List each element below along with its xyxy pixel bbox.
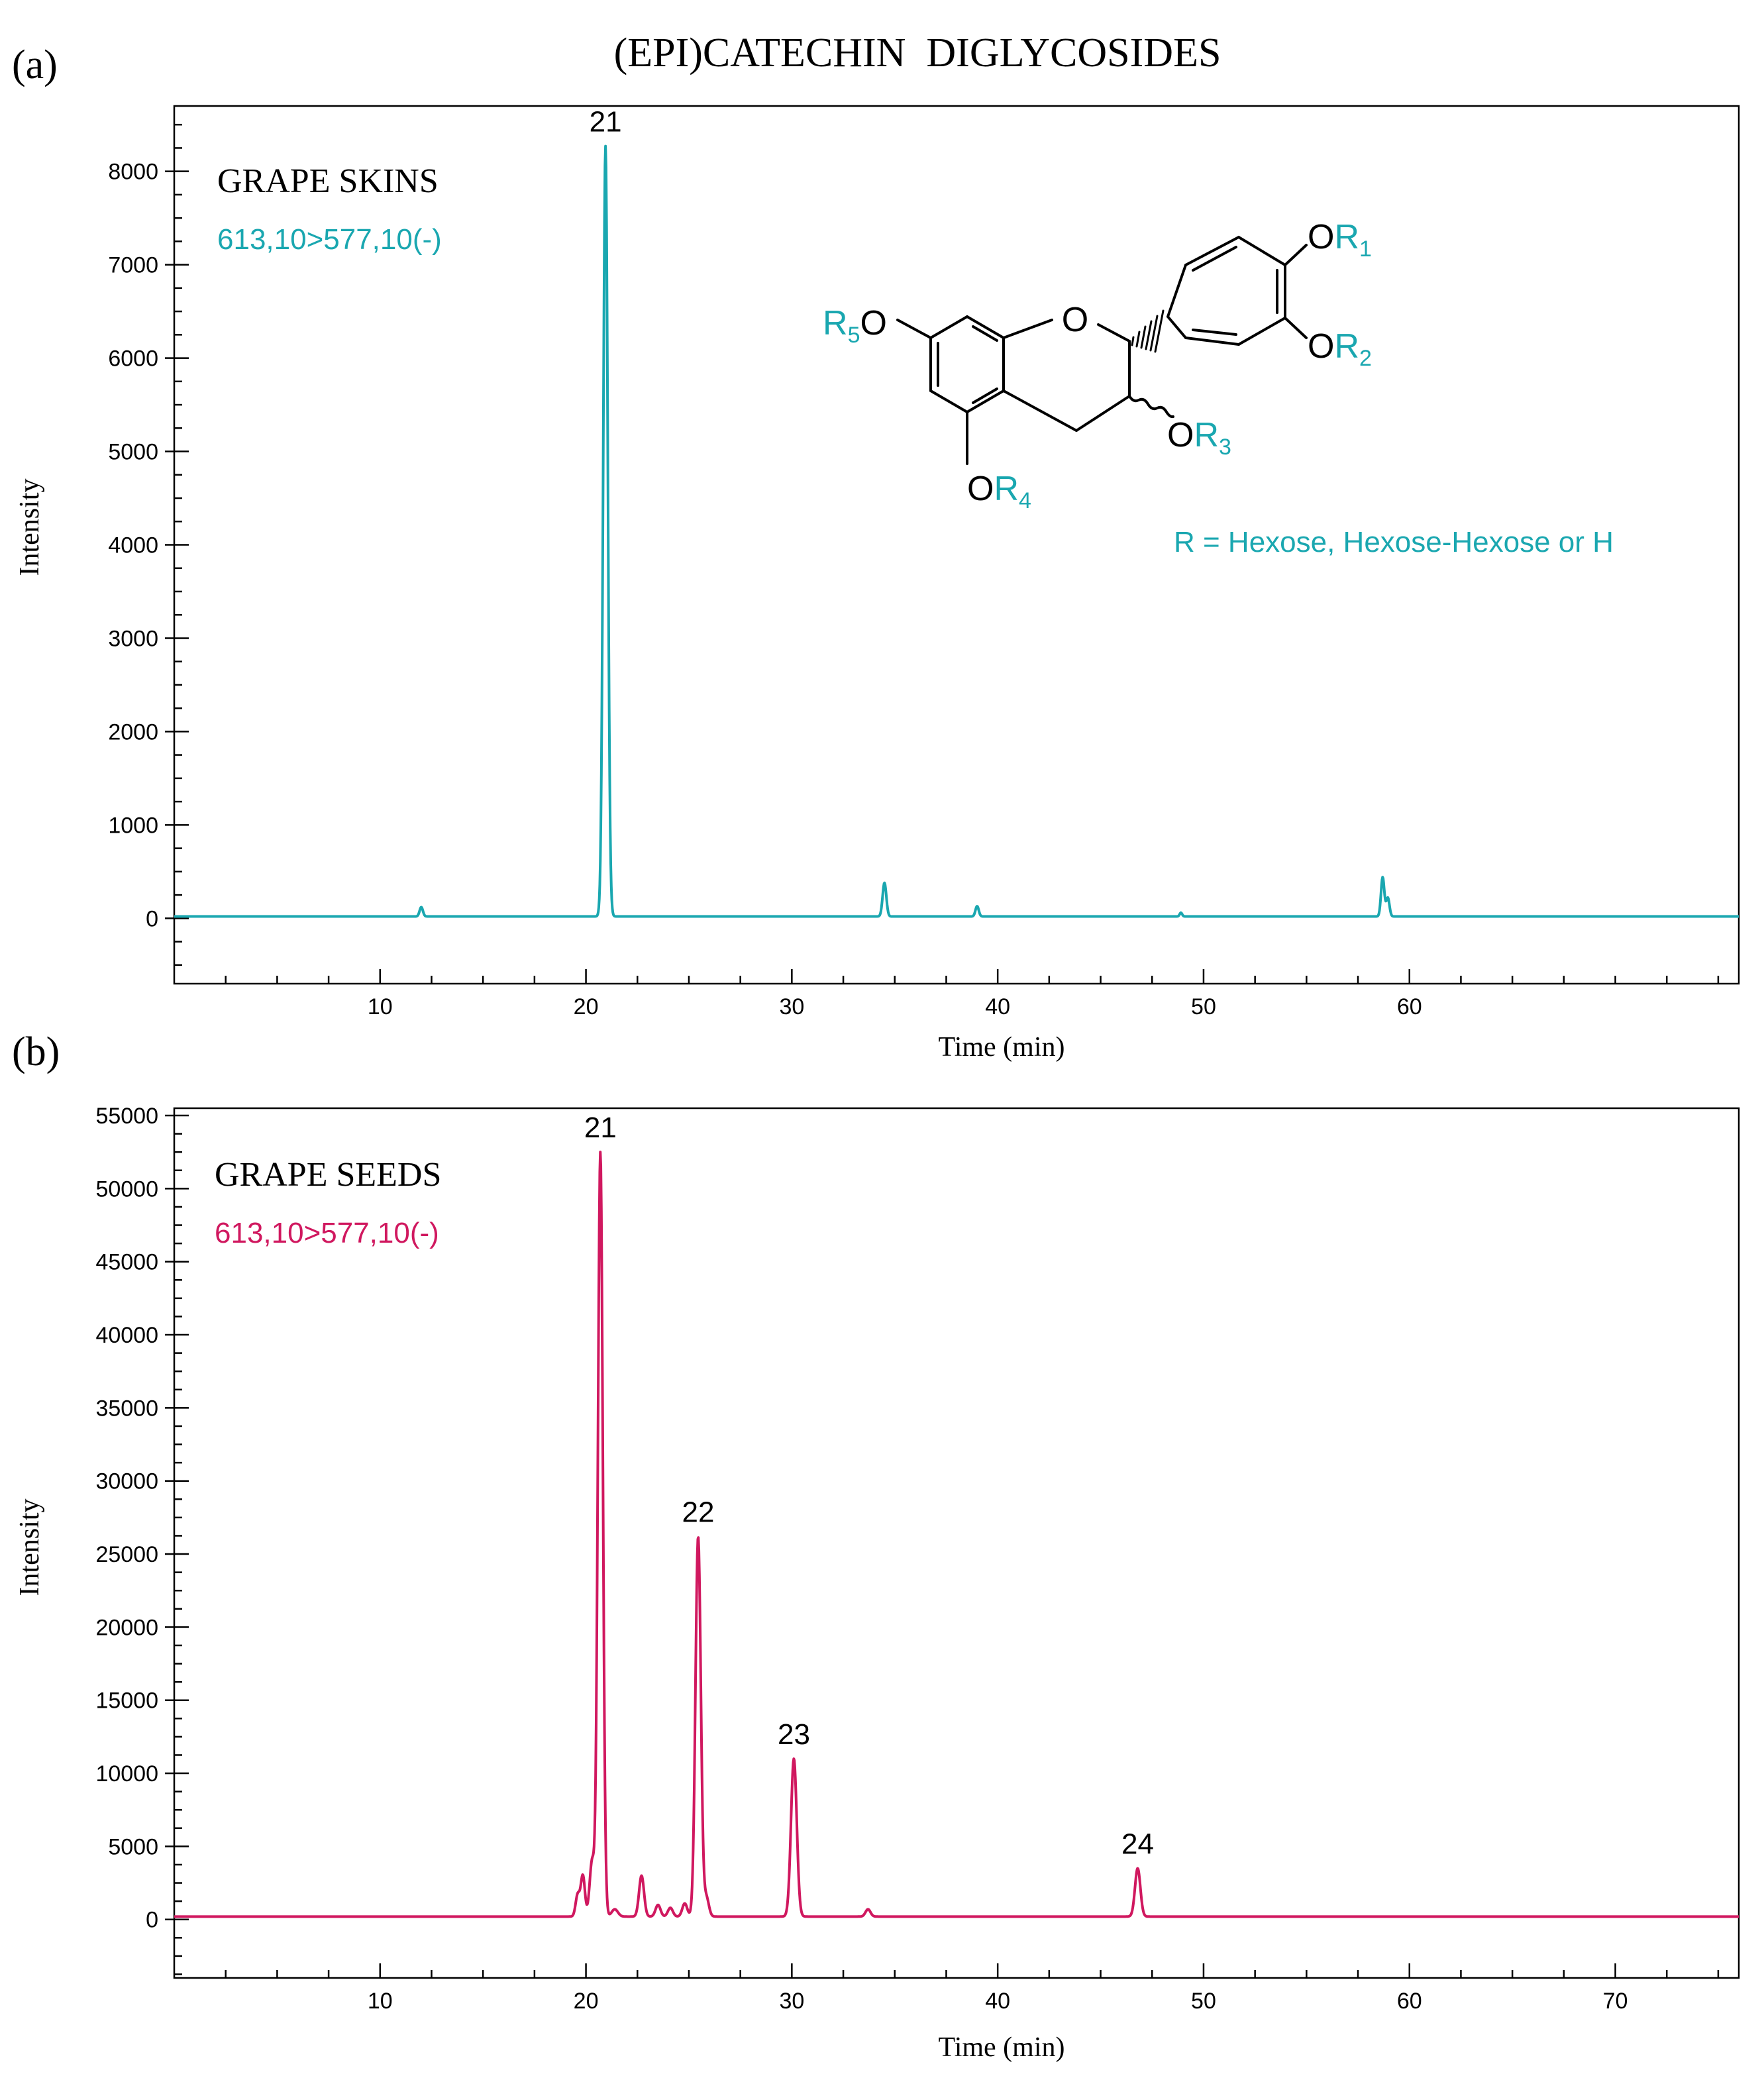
y-tick-label: 45000: [95, 1250, 158, 1275]
chromatogram-trace: [173, 1151, 1740, 1918]
x-tick-label: 40: [985, 994, 1010, 1019]
bond-c1: [1002, 319, 1053, 339]
ring-oxygen-label: O: [1062, 301, 1088, 339]
bond-b2: [1237, 236, 1286, 266]
x-tick-label: 30: [779, 1989, 804, 2014]
peak-label: 21: [584, 1112, 617, 1144]
y-tick-label: 20000: [95, 1615, 158, 1640]
r5o-label: R5O: [823, 304, 887, 348]
bond-a1: [929, 315, 968, 339]
y-tick-label: 3000: [108, 626, 158, 651]
y-tick-label: 25000: [95, 1542, 158, 1567]
panel-b-xlabel: Time (min): [939, 2032, 1065, 2063]
x-tick-label: 10: [368, 994, 393, 1019]
panel-b-chart: 10 20 30 40 50 60 70 0 5000 10000 15000 20000 25000 3…: [95, 1104, 1740, 2014]
bond-c4: [1075, 395, 1131, 432]
bond-or1: [1284, 244, 1308, 266]
panel-a-ylabel: Intensity: [15, 479, 45, 576]
x-tick-label: 50: [1191, 1989, 1216, 2014]
x-tick-label: 10: [368, 1989, 393, 2014]
panel-a-label: (a): [12, 42, 58, 87]
panel-a-xlabel: Time (min): [939, 1032, 1065, 1063]
y-tick-label: 10000: [95, 1761, 158, 1787]
or1-label: OR1: [1308, 218, 1372, 262]
panel-a-sample-name: GRAPE SKINS: [217, 162, 439, 200]
x-tick-label: 60: [1397, 994, 1422, 1019]
panel-b-label: (b): [12, 1029, 60, 1074]
catechin-structure: [896, 236, 1308, 465]
peak-label: 22: [682, 1496, 714, 1529]
or2-label: OR2: [1308, 327, 1372, 371]
y-tick-label: 6000: [108, 346, 158, 372]
x-tick-label: 40: [985, 1989, 1010, 2014]
y-tick-label: 55000: [95, 1104, 158, 1129]
x-tick-label: 50: [1191, 994, 1216, 1019]
x-tick-label: 20: [574, 994, 599, 1019]
bond-or2: [1284, 317, 1308, 339]
panel-b-sample-name: GRAPE SEEDS: [215, 1156, 441, 1194]
panel-b-ylabel: Intensity: [15, 1499, 45, 1596]
bond-a-double-2: [972, 388, 998, 404]
bond-b0: [1167, 264, 1187, 318]
y-tick-label: 7000: [108, 253, 158, 278]
bond-or3-wavy: [1128, 395, 1174, 419]
bond-c5: [1002, 389, 1078, 432]
plot-frame: [173, 1107, 1740, 1979]
x-tick-label: 60: [1397, 1989, 1422, 2014]
x-tick-label: 20: [574, 1989, 599, 2014]
bond-b1: [1184, 236, 1240, 266]
chromatogram-trace: [173, 144, 1740, 918]
y-tick-label: 40000: [95, 1323, 158, 1348]
bond-hashed-wedge: [1131, 309, 1165, 353]
bond-a4: [966, 389, 1005, 413]
peak-label: 24: [1121, 1828, 1154, 1860]
bond-r5o: [896, 319, 932, 339]
y-tick-label: 1000: [108, 813, 158, 838]
y-tick-label: 0: [146, 1908, 158, 1933]
peak-label: 23: [778, 1718, 810, 1751]
y-tick-label: 0: [146, 906, 158, 931]
figure-title: (EPI)CATECHIN DIGLYCOSIDES: [614, 30, 1221, 76]
y-tick-label: 5000: [108, 1834, 158, 1859]
bond-a6: [966, 315, 1005, 339]
bond-b-double-3: [1192, 329, 1237, 336]
bond-b0b: [1167, 315, 1187, 339]
bond-c2: [1097, 323, 1131, 342]
panel-b-transition: 613,10>577,10(-): [215, 1217, 439, 1249]
panel-a-chart: 10 20 30 40 50 60 0 1000 2000 3000 4000 5000 6000 700…: [108, 105, 1740, 1019]
bond-b5: [1184, 337, 1240, 346]
panel-a-transition: 613,10>577,10(-): [217, 223, 442, 256]
bond-a3: [929, 389, 968, 413]
peak-label: 21: [590, 106, 622, 138]
y-tick-label: 8000: [108, 160, 158, 185]
y-tick-label: 2000: [108, 719, 158, 745]
x-tick-label: 30: [779, 994, 804, 1019]
x-tick-label: 70: [1603, 1989, 1628, 2014]
or3-label: OR3: [1167, 416, 1231, 460]
structure-legend: R = Hexose, Hexose-Hexose or H: [1174, 526, 1614, 558]
y-tick-label: 4000: [108, 533, 158, 558]
y-tick-label: 5000: [108, 440, 158, 465]
y-tick-label: 15000: [95, 1688, 158, 1714]
bond-b4: [1237, 317, 1286, 346]
y-tick-label: 30000: [95, 1469, 158, 1494]
y-tick-label: 35000: [95, 1396, 158, 1421]
bond-a-double-3: [972, 325, 998, 342]
y-tick-label: 50000: [95, 1176, 158, 1202]
bond-b-double-1: [1192, 246, 1237, 272]
or4-label: OR4: [967, 470, 1031, 513]
